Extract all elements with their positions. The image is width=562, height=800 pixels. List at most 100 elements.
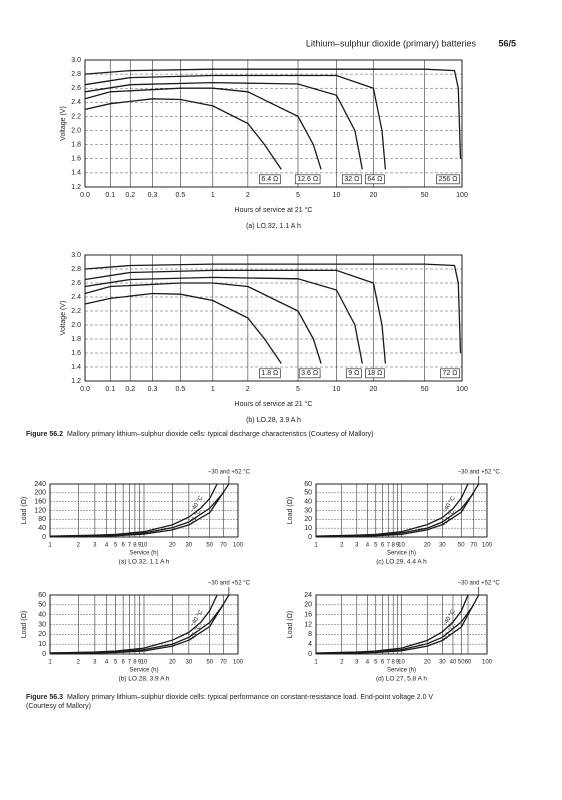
series-label: −30 and +52 °C — [458, 470, 501, 476]
x-tick-label: 1 — [48, 543, 52, 549]
x-tick-label: 10 — [398, 660, 405, 666]
plot-frame — [315, 594, 488, 655]
running-header: Lithium–sulphur dioxide (primary) batter… — [306, 38, 477, 48]
chart-subtitle: (c) LO.29, 4.4 A h — [376, 559, 427, 566]
y-tick-label: 2.2 — [71, 113, 81, 120]
x-tick-label: 1 — [211, 386, 215, 393]
y-tick-label: 8 — [308, 631, 312, 638]
x-tick-label: 8 — [133, 660, 137, 666]
x-tick-label: 6 — [121, 660, 125, 666]
series-line — [84, 98, 282, 170]
series-label: 3.6 Ω — [301, 370, 318, 377]
y-tick-label: 20 — [304, 516, 312, 523]
label-box — [365, 368, 385, 379]
x-tick-label: 3 — [355, 660, 359, 666]
x-tick-label: 10 — [333, 386, 341, 393]
x-axis-label: Service (h) — [129, 668, 158, 674]
label-box — [345, 368, 362, 379]
x-axis-label: Service (h) — [129, 551, 158, 557]
x-tick-label: 10 — [333, 192, 341, 199]
x-tick-label: 3 — [355, 543, 359, 549]
series-line — [84, 74, 387, 170]
x-tick-label: 100 — [482, 660, 493, 666]
plot-frame — [84, 59, 463, 188]
series-line — [315, 594, 480, 655]
series-label: 12.6 Ω — [297, 176, 318, 183]
chart-subtitle: (b) LO.28, 3.9 A h — [246, 417, 301, 424]
y-tick-label: 120 — [34, 507, 46, 514]
x-tick-label: 9 — [138, 543, 142, 549]
x-tick-label: 0.5 — [176, 192, 186, 199]
y-tick-label: 160 — [34, 499, 46, 506]
plot-frame — [84, 254, 463, 382]
y-axis-label: Load (Ω) — [21, 611, 28, 638]
chart-subtitle: (d) LO.27, 5.8 A h — [376, 676, 427, 683]
x-tick-label: 5 — [296, 192, 300, 199]
x-tick-label: 30 — [186, 660, 193, 666]
x-tick-label: 100 — [456, 192, 468, 199]
chart: 1.2 1.4 1.6 1.8 2.0 2.2 2.4 2.6 2.8 3.0 0.0 0.1 0.2 0… — [60, 252, 468, 424]
series-label: 6.4 Ω — [261, 176, 278, 183]
y-tick-label: 20 — [38, 631, 46, 638]
series-line — [49, 483, 230, 538]
x-tick-label: 5 — [374, 660, 378, 666]
y-tick-label: 60 — [304, 481, 312, 488]
x-tick-label: 100 — [233, 660, 244, 666]
x-tick-label: 30 — [439, 543, 446, 549]
y-axis-label: Load (Ω) — [287, 611, 294, 638]
y-tick-label: 30 — [304, 507, 312, 514]
figure-label: Figure 56.2 — [26, 431, 63, 438]
caption-text: Mallory primary lithium–sulphur dioxide … — [67, 431, 374, 438]
x-tick-label: 2 — [340, 543, 344, 549]
y-tick-label: 200 — [34, 490, 46, 497]
x-tick-label: 2 — [340, 660, 344, 666]
series-label: 1.8 Ω — [261, 370, 278, 377]
x-tick-label: 4 — [105, 543, 109, 549]
y-tick-label: 1.2 — [71, 378, 81, 385]
y-tick-label: 3.0 — [71, 252, 81, 259]
x-tick-label: 1 — [211, 192, 215, 199]
y-tick-label: 2.6 — [71, 280, 81, 287]
caption-text: (Courtesy of Mallory) — [26, 703, 91, 710]
x-tick-label: 4 — [105, 660, 109, 666]
x-tick-label: 0.3 — [148, 192, 158, 199]
y-tick-label: 40 — [38, 525, 46, 532]
y-tick-label: 1.8 — [71, 142, 81, 149]
x-tick-label: 50 — [206, 543, 213, 549]
y-tick-label: 0 — [308, 534, 312, 541]
plot-frame — [49, 594, 239, 655]
x-axis-label: Hours of service at 21 °C — [235, 206, 313, 214]
chart-subtitle: (a) LO.32, 1.1 A h — [246, 223, 301, 230]
y-axis-label: Voltage (V) — [60, 106, 67, 141]
x-tick-label: 50 — [458, 660, 465, 666]
x-tick-label: 70 — [220, 660, 227, 666]
y-tick-label: 30 — [38, 621, 46, 628]
y-tick-label: 2.8 — [71, 71, 81, 78]
x-tick-label: 5 — [114, 543, 118, 549]
x-tick-label: 30 — [439, 660, 446, 666]
x-tick-label: 7 — [387, 660, 391, 666]
x-tick-label: 2 — [77, 543, 81, 549]
series-line — [84, 68, 462, 159]
x-tick-label: 40 — [450, 660, 457, 666]
x-tick-label: 4 — [366, 660, 370, 666]
y-tick-label: 1.6 — [71, 350, 81, 357]
series-label: 72 Ω — [443, 370, 458, 377]
x-tick-label: 7 — [387, 543, 391, 549]
label-box — [342, 174, 362, 185]
x-tick-label: 6 — [121, 543, 125, 549]
x-tick-label: 20 — [169, 660, 176, 666]
x-tick-label: 9 — [396, 660, 400, 666]
x-tick-label: 50 — [458, 543, 465, 549]
x-tick-label: 20 — [370, 386, 378, 393]
y-axis-label: Load (Ω) — [287, 497, 294, 524]
x-tick-label: 4 — [366, 543, 370, 549]
x-axis-label: Hours of service at 21 °C — [235, 400, 313, 408]
x-tick-label: 0.1 — [105, 192, 115, 199]
figure-caption: Figure 56.3 Mallory primary lithium–sulph… — [26, 694, 433, 701]
x-tick-label: 10 — [398, 543, 405, 549]
y-tick-label: 1.6 — [71, 156, 81, 163]
